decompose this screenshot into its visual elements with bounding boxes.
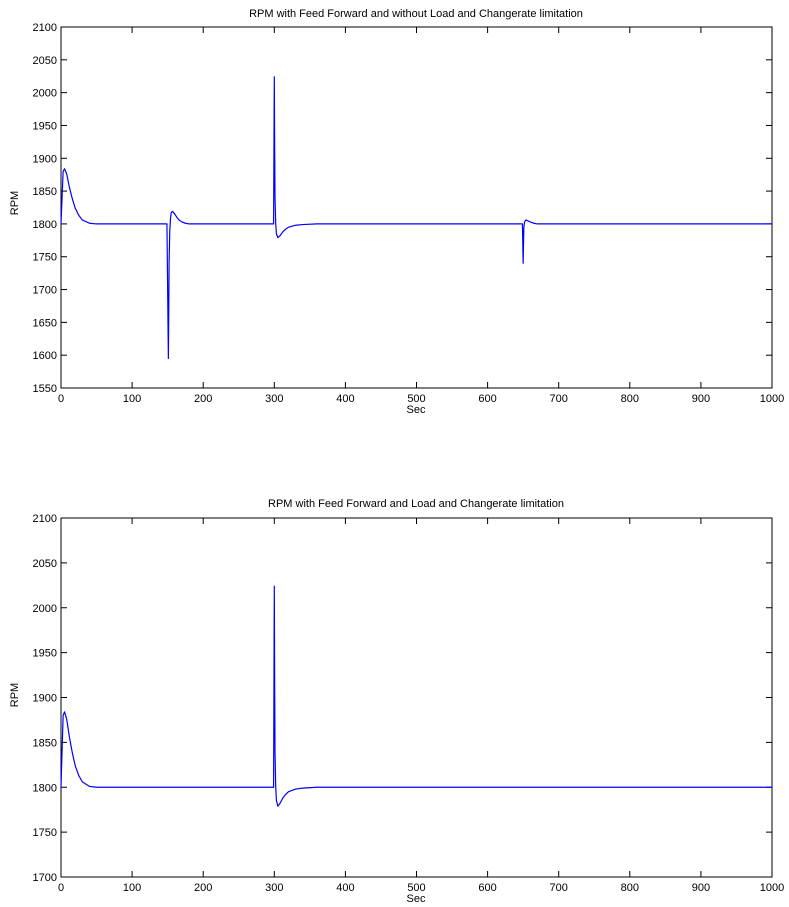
chart-top-ytick-label: 2000	[33, 88, 57, 100]
chart-bottom-ytick-label: 2050	[33, 558, 57, 570]
chart-bottom-axes-box	[60, 517, 773, 878]
chart-bottom-xtick-label: 100	[123, 882, 141, 894]
chart-top-ytick-label: 1700	[33, 285, 57, 297]
chart-bottom-xtick-label: 300	[265, 882, 283, 894]
chart-top-ytick-label: 2050	[33, 55, 57, 67]
chart-bottom-ylabel: RPM	[9, 683, 21, 707]
chart-bottom-xlabel: Sec	[407, 893, 426, 905]
chart-top-xtick-label: 0	[58, 393, 64, 405]
chart-bottom-ytick-label: 1850	[33, 737, 57, 749]
chart-top-xtick-label: 700	[550, 393, 568, 405]
chart-top-ylabel: RPM	[9, 191, 21, 215]
chart-bottom-title: RPM with Feed Forward and Load and Chang…	[268, 498, 564, 510]
chart-bottom-ytick-label: 1950	[33, 648, 57, 660]
chart-bottom: RPM with Feed Forward and Load and Chang…	[9, 498, 784, 905]
chart-bottom-ytick-label: 2100	[33, 513, 57, 525]
chart-top-title: RPM with Feed Forward and without Load a…	[249, 8, 583, 20]
chart-top-xtick-label: 600	[478, 393, 496, 405]
chart-top-ytick-label: 1600	[33, 350, 57, 362]
chart-bottom-xtick-label: 500	[407, 882, 425, 894]
chart-bottom-plot: 0 100 200 300 400 500 600 700 800 900 1000 1700 1750…	[33, 513, 785, 894]
chart-bottom-xtick-label: 400	[336, 882, 354, 894]
chart-top-xtick-label: 100	[123, 393, 141, 405]
chart-bottom-series-line	[60, 585, 772, 807]
chart-top-xtick-label: 1000	[760, 393, 784, 405]
chart-bottom-ytick-label: 1800	[33, 782, 57, 794]
chart-top-series-line	[60, 76, 772, 360]
chart-top-ytick-label: 1650	[33, 317, 57, 329]
chart-bottom-xtick-label: 900	[692, 882, 710, 894]
chart-bottom-ytick-label: 2000	[33, 603, 57, 615]
chart-top-ytick-label: 1800	[33, 219, 57, 231]
chart-bottom-xtick-label: 0	[58, 882, 64, 894]
chart-top-ytick-label: 2100	[33, 22, 57, 34]
chart-bottom-xtick-label: 800	[621, 882, 639, 894]
chart-bottom-xtick-label: 700	[550, 882, 568, 894]
chart-bottom-ytick-label: 1750	[33, 827, 57, 839]
chart-top-ytick-label: 1550	[33, 383, 57, 395]
chart-top-ytick-label: 1900	[33, 153, 57, 165]
chart-bottom-ytick-label: 1900	[33, 693, 57, 705]
chart-bottom-xtick-label: 600	[478, 882, 496, 894]
chart-top-xtick-label: 300	[265, 393, 283, 405]
chart-top-ytick-label: 1850	[33, 186, 57, 198]
chart-top-xtick-label: 200	[194, 393, 212, 405]
chart-bottom-xtick-label: 200	[194, 882, 212, 894]
chart-top-xtick-label: 500	[407, 393, 425, 405]
chart-top-xtick-label: 400	[336, 393, 354, 405]
chart-top-plot: 0 100 200 300 400 500 600 700 800 900 1000 1550 1600…	[33, 22, 785, 405]
chart-top-ytick-label: 1950	[33, 120, 57, 132]
chart-bottom-xtick-label: 1000	[760, 882, 784, 894]
chart-top: RPM with Feed Forward and without Load a…	[9, 8, 784, 416]
chart-top-xlabel: Sec	[407, 404, 426, 416]
chart-top-xtick-label: 800	[621, 393, 639, 405]
chart-top-ytick-label: 1750	[33, 252, 57, 264]
chart-bottom-ytick-label: 1700	[33, 872, 57, 884]
chart-top-xtick-label: 900	[692, 393, 710, 405]
